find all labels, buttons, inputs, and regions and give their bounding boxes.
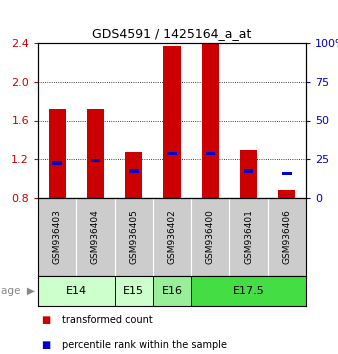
Bar <box>125 153 142 198</box>
Text: age  ▶: age ▶ <box>1 286 34 296</box>
Text: GSM936405: GSM936405 <box>129 210 138 264</box>
Bar <box>163 46 180 198</box>
Text: GSM936400: GSM936400 <box>206 210 215 264</box>
Bar <box>129 169 139 172</box>
Bar <box>87 109 104 198</box>
Bar <box>52 161 62 165</box>
Text: E16: E16 <box>162 286 183 296</box>
Text: transformed count: transformed count <box>62 315 152 325</box>
Text: E15: E15 <box>123 286 144 296</box>
Bar <box>38 276 115 306</box>
Text: GSM936402: GSM936402 <box>168 210 176 264</box>
Text: GSM936403: GSM936403 <box>53 210 62 264</box>
Bar <box>115 276 153 306</box>
Bar <box>153 276 191 306</box>
Bar <box>91 159 100 162</box>
Bar <box>282 172 292 176</box>
Bar <box>206 152 215 155</box>
Text: GSM936401: GSM936401 <box>244 210 253 264</box>
Title: GDS4591 / 1425164_a_at: GDS4591 / 1425164_a_at <box>92 28 252 40</box>
Bar <box>167 152 177 155</box>
Text: percentile rank within the sample: percentile rank within the sample <box>62 340 227 350</box>
Text: E17.5: E17.5 <box>233 286 264 296</box>
Text: ■: ■ <box>41 315 51 325</box>
Text: E14: E14 <box>66 286 87 296</box>
Bar <box>202 12 219 198</box>
Bar <box>278 190 295 198</box>
Text: GSM936404: GSM936404 <box>91 210 100 264</box>
Bar <box>244 169 254 172</box>
Bar <box>240 149 257 198</box>
Text: GSM936406: GSM936406 <box>282 210 291 264</box>
Text: ■: ■ <box>41 340 51 350</box>
Bar <box>191 276 306 306</box>
Bar <box>49 109 66 198</box>
